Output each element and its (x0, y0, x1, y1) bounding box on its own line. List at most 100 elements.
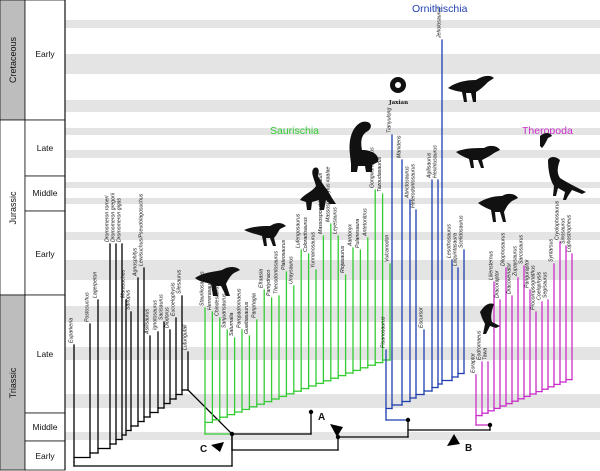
taxon-label: Dromomeron gigas (117, 197, 123, 242)
epoch-label-early-jurassic: Early (35, 249, 55, 259)
taxon-label: Panguraptor (525, 259, 531, 288)
theropod-silhouette (244, 223, 286, 246)
taxon-label: Coelophysis (537, 271, 543, 300)
taxon-label: Herrerasaurus (207, 276, 213, 310)
taxon-label: Jeholosaurus (437, 7, 443, 39)
herrerasaurid-silhouette (195, 267, 240, 296)
taxon-label: Gongxianosaurus (370, 147, 376, 188)
ornithischian-skull-silhouette: Jaxian (388, 77, 408, 106)
taxon-label: Eucoelophysis (171, 282, 177, 316)
band (65, 150, 600, 158)
taxon-label: Chindesaurus (214, 284, 220, 316)
period-box-jurassic (0, 119, 26, 296)
taxon-label: Efraasia (259, 269, 265, 288)
epoch-label-middle-jurassic: Middle (32, 188, 57, 198)
band (65, 394, 600, 408)
node-a-arrow (330, 424, 343, 437)
epoch-label-late-jurassic: Late (37, 143, 54, 153)
taxon-label: Postosuchus (85, 292, 91, 322)
epoch-box-early-triassic (24, 440, 66, 471)
taxon-label: Laquintasaura (453, 233, 459, 266)
taxon-label: Sinosaurus (561, 218, 567, 244)
taxon-label: Dilophosaurus (501, 232, 507, 266)
taxon-label: Pantydraco (266, 270, 272, 296)
branch-line (187, 389, 233, 435)
taxon-label: Agilisaurus (427, 152, 433, 179)
taxon-label: Eocursor (419, 307, 425, 328)
taxon-label: Saltopus (126, 289, 132, 310)
band (65, 54, 600, 74)
taxon-label: Procompsognathus (531, 265, 537, 310)
background-bands (65, 20, 600, 440)
period-label-triassic: Triassic (8, 367, 18, 398)
epoch-label-late-triassic: Late (37, 349, 54, 359)
taxon-label: Lutungutali (183, 324, 189, 350)
taxon-label: Scelidosaurus (459, 215, 465, 248)
taxon-label: Heterodontosaurus (411, 163, 417, 208)
taxon-label: Tawa (483, 348, 489, 360)
taxon-label: Dromomeron gregorii (111, 192, 117, 242)
taxon-label: Cryolophosaurus (555, 200, 561, 240)
taxon-label: Lufengosaurus (296, 213, 302, 248)
tree-branches (73, 39, 573, 467)
node-a-label: A (318, 412, 325, 423)
clade-label-ornithischia: Ornithischia (412, 3, 468, 15)
taxon-label: Abrictosaurus (405, 166, 411, 199)
taxon-label: Marasuchus (121, 269, 127, 298)
taxon-label: Lesothosaurus (447, 224, 453, 258)
taxon-label: Pulanesaura (355, 219, 361, 248)
epoch-label-early-triassic: Early (35, 451, 55, 461)
epoch-box-late-triassic (24, 294, 66, 414)
taxon-label: Guaibasaurus (244, 301, 250, 334)
taxon-label: Segisaurus (543, 272, 549, 298)
theropod-silhouette (548, 157, 586, 200)
node-b-label: B (465, 443, 472, 454)
taxon-label: Antetonitrus (362, 208, 368, 237)
node-b-arrow (447, 434, 460, 446)
sauropodomorph-silhouette (349, 121, 379, 172)
epoch-box-early-cretaceous (24, 0, 66, 121)
taxon-label: Zupaysaurus (513, 246, 519, 277)
node-annotations: A B C (200, 412, 472, 455)
taxon-label: Panphagia (251, 293, 257, 318)
taxon-label: Ignotosaurus (153, 300, 159, 330)
taxon-label: Diodorus (165, 307, 171, 328)
taxon-label: Dracoraptor (495, 270, 501, 298)
taxon-label: Pisanosaurus (381, 316, 387, 348)
ornithischian-silhouette (456, 145, 500, 168)
taxon-label: Thecodontosaurus (274, 251, 280, 294)
taxon-label: Sarcosaurus (519, 234, 525, 264)
taxon-label: Coloradisaurus (303, 217, 309, 252)
taxon-label: Plateosaurus (281, 239, 287, 270)
taxon-label: Euparkeria (69, 318, 75, 343)
period-label-jurassic: Jurassic (8, 191, 18, 225)
band (65, 260, 600, 280)
taxon-label: Tianyulong (387, 108, 393, 133)
clade-label-theropoda: Theropoda (522, 125, 573, 137)
node-c-label: C (200, 444, 207, 455)
taxon-label: Lagerpeton (93, 272, 99, 298)
epoch-label-early-cretaceous: Early (35, 49, 55, 59)
ornithopod-silhouette (448, 75, 494, 102)
band (65, 128, 600, 135)
taxon-label: Dracovenator (507, 263, 513, 294)
node-dot (487, 422, 493, 428)
epoch-label-middle-triassic: Middle (32, 422, 57, 432)
taxon-label: Leyesaurus (333, 207, 339, 234)
taxon-label: Agnosphitys (133, 247, 139, 277)
taxon-label: Vulcanodon (385, 235, 391, 262)
period-label-cretaceous: Cretaceous (8, 36, 18, 83)
taxon-label: Manidens (397, 135, 403, 158)
taxon-label: Lophostropheus (567, 214, 573, 252)
clade-label-saurischia: Saurischia (270, 125, 319, 137)
band (65, 100, 600, 112)
taxon-label: Unaysaurus (288, 256, 294, 284)
node-markers (229, 409, 493, 440)
sauropodomorph-silhouette (300, 167, 336, 210)
taxon-label: Silesaurus (177, 269, 183, 294)
epoch-box-early-jurassic (24, 210, 66, 296)
taxon-label: Syntarsus (549, 239, 555, 262)
taxon-label: Tazoudasaurus (377, 156, 383, 192)
